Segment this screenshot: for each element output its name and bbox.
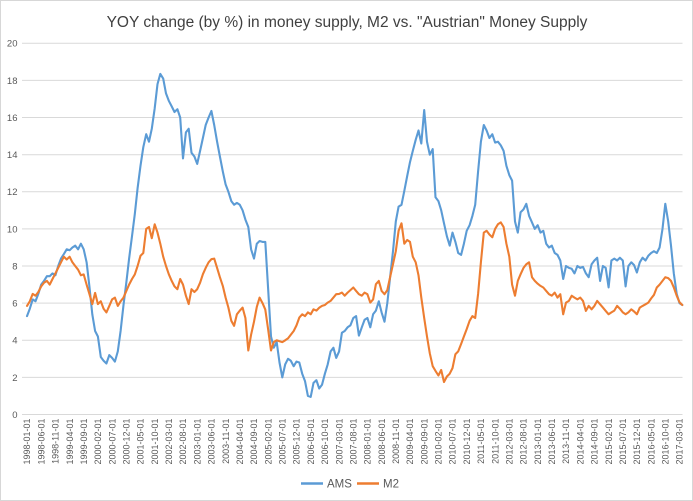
x-axis-tick-label: 2016-05-01 [646, 419, 656, 465]
x-axis-tick-label: 2000-12-01 [122, 419, 132, 465]
x-axis-tick-label: 2004-09-01 [249, 419, 259, 465]
x-axis-tick-label: 2003-01-01 [192, 419, 202, 465]
legend-label-m2: M2 [383, 479, 399, 491]
x-axis-tick-label: 2000-02-01 [93, 419, 103, 465]
x-axis-tick-label: 2010-12-01 [462, 419, 472, 465]
y-axis-tick-label: 8 [12, 261, 17, 272]
x-axis-tick-label: 2011-05-01 [476, 419, 486, 464]
x-axis-tick-label: 2013-01-01 [533, 419, 543, 465]
x-axis-tick-label: 2015-12-01 [632, 419, 642, 465]
x-axis-tick-label: 2004-04-01 [235, 419, 245, 465]
x-axis-tick-label: 2005-02-01 [263, 419, 273, 465]
x-axis-tick-label: 2001-10-01 [150, 419, 160, 465]
y-axis-tick-label: 4 [12, 336, 17, 347]
y-axis-tick-label: 12 [7, 187, 18, 198]
x-axis-tick-label: 2014-04-01 [575, 419, 585, 465]
legend-item-ams: AMS [301, 479, 352, 491]
x-axis-tick-label: 2015-02-01 [604, 419, 614, 465]
x-axis-tick-label: 2001-05-01 [136, 419, 146, 465]
x-axis-tick-label: 2007-08-01 [348, 419, 358, 465]
x-axis-tick-label: 2003-06-01 [207, 419, 217, 465]
x-axis-tick-label: 2009-04-01 [405, 419, 415, 465]
x-axis-tick-label: 2017-03-01 [675, 419, 685, 465]
x-axis-tick-label: 2009-09-01 [419, 419, 429, 465]
legend: AMS M2 [301, 479, 399, 491]
x-axis-tick-label: 2014-09-01 [590, 419, 600, 465]
y-axis-tick-label: 10 [7, 224, 18, 235]
x-axis-tick-label: 2012-03-01 [505, 419, 515, 465]
y-axis-tick-label: 20 [7, 39, 18, 50]
x-axis-tick-label: 2002-08-01 [178, 419, 188, 465]
series-line-m2 [25, 221, 684, 384]
x-axis-tick-label: 2010-02-01 [434, 419, 444, 465]
x-axis-tick-label: 1998-01-01 [22, 419, 32, 465]
x-axis-tick-label: 2005-12-01 [292, 419, 302, 465]
x-axis-tick-label: 2002-03-01 [164, 419, 174, 465]
plot-area: 0 2 4 6 8 10 12 14 16 18 20 1998-01-01 1998-06-01 199… [7, 39, 685, 465]
y-axis-tick-label: 2 [12, 373, 17, 384]
x-axis-tick-label: 2005-07-01 [278, 419, 288, 465]
x-axis-tick-label: 2006-05-01 [306, 419, 316, 465]
y-axis-tick-label: 14 [7, 150, 18, 161]
x-axis-tick-label: 2006-10-01 [320, 419, 330, 465]
x-axis-tick-label: 2010-07-01 [448, 419, 458, 465]
x-axis-tick-label: 2015-07-01 [618, 419, 628, 465]
x-axis-tick-label: 2013-11-01 [561, 419, 571, 464]
x-axis-tick-label: 2013-06-01 [547, 419, 557, 465]
y-axis-tick-label: 0 [12, 410, 17, 421]
x-axis-tick-label: 1998-06-01 [36, 419, 46, 465]
series-line-ams [25, 72, 684, 398]
x-axis-tick-label: 2011-10-01 [490, 419, 500, 464]
y-axis-tick-label: 18 [7, 76, 18, 87]
x-axis-tick-label: 2016-10-01 [661, 419, 671, 465]
x-axis-tick-label: 1998-11-01 [51, 419, 61, 464]
x-axis-tick-label: 2003-11-01 [221, 419, 231, 464]
x-axis-tick-label: 2007-03-01 [334, 419, 344, 465]
legend-label-ams: AMS [327, 479, 352, 491]
x-axis-tick-label: 2008-11-01 [391, 419, 401, 464]
x-axis-tick-label: 2008-06-01 [377, 419, 387, 465]
y-axis-tick-label: 16 [7, 113, 18, 124]
x-axis-tick-label: 2008-01-01 [363, 419, 373, 465]
y-axis-tick-label: 6 [12, 299, 17, 310]
x-axis-tick-label: 2012-08-01 [519, 419, 529, 465]
legend-item-m2: M2 [357, 479, 399, 491]
x-axis-tick-label: 1999-04-01 [65, 419, 75, 465]
x-axis-tick-label: 1999-09-01 [79, 419, 89, 465]
x-axis-tick-label: 2000-07-01 [107, 419, 117, 465]
chart-title: YOY change (by %) in money supply, M2 vs… [107, 14, 588, 31]
